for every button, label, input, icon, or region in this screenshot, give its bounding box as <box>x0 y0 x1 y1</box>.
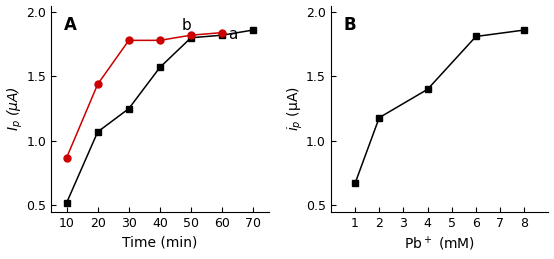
X-axis label: Time (min): Time (min) <box>122 235 198 249</box>
Text: b: b <box>182 18 191 33</box>
Text: A: A <box>64 16 77 34</box>
Y-axis label: $i_p$ (μA): $i_p$ (μA) <box>285 86 305 131</box>
Y-axis label: $I_p$ (μA): $I_p$ (μA) <box>6 86 25 131</box>
Text: a: a <box>228 27 238 42</box>
Text: B: B <box>344 16 357 34</box>
X-axis label: Pb$^+$ (mM): Pb$^+$ (mM) <box>404 235 475 254</box>
